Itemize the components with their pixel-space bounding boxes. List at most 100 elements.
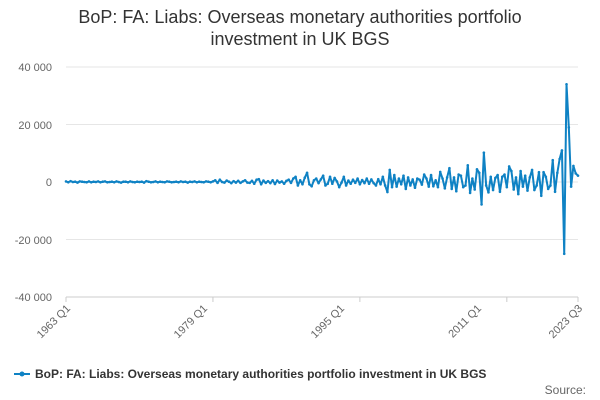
data-point[interactable] (250, 179, 254, 183)
data-point[interactable] (425, 177, 428, 180)
data-point[interactable] (312, 178, 316, 182)
data-point[interactable] (565, 82, 568, 86)
data-point[interactable] (147, 180, 150, 184)
data-point[interactable] (546, 187, 550, 191)
data-point[interactable] (112, 180, 116, 184)
data-point[interactable] (319, 178, 323, 181)
data-point[interactable] (551, 158, 555, 162)
data-point[interactable] (227, 180, 231, 184)
data-point[interactable] (69, 179, 72, 183)
data-point[interactable] (266, 179, 270, 183)
data-point[interactable] (393, 173, 396, 177)
data-point[interactable] (262, 179, 265, 182)
data-point[interactable] (388, 168, 392, 172)
data-point[interactable] (399, 183, 403, 186)
data-point[interactable] (181, 180, 185, 184)
data-point[interactable] (202, 180, 206, 184)
data-point[interactable] (537, 170, 541, 174)
data-point[interactable] (234, 181, 238, 184)
data-point[interactable] (259, 183, 263, 186)
data-point[interactable] (542, 170, 545, 174)
data-point[interactable] (289, 181, 293, 185)
data-point[interactable] (296, 184, 300, 187)
data-point[interactable] (347, 179, 350, 182)
data-point[interactable] (273, 182, 277, 186)
data-point[interactable] (386, 190, 389, 194)
data-point[interactable] (404, 187, 408, 191)
data-point[interactable] (406, 176, 410, 179)
data-point[interactable] (94, 180, 98, 184)
data-point[interactable] (539, 194, 543, 198)
data-point[interactable] (514, 176, 518, 179)
data-point[interactable] (317, 181, 320, 185)
data-point[interactable] (140, 180, 144, 184)
data-point[interactable] (491, 188, 495, 192)
data-point[interactable] (103, 180, 107, 183)
data-point[interactable] (248, 181, 251, 185)
data-point[interactable] (409, 184, 412, 187)
data-point[interactable] (324, 184, 327, 187)
data-point[interactable] (473, 188, 476, 191)
data-point[interactable] (517, 192, 520, 196)
data-point[interactable] (255, 178, 258, 181)
data-point[interactable] (533, 188, 536, 192)
data-point[interactable] (269, 181, 272, 185)
data-point[interactable] (505, 185, 509, 189)
data-point[interactable] (427, 185, 431, 188)
data-point[interactable] (549, 184, 552, 187)
data-point[interactable] (156, 180, 160, 184)
data-point[interactable] (106, 180, 109, 184)
data-point[interactable] (243, 178, 247, 182)
data-point[interactable] (246, 181, 249, 184)
data-point[interactable] (434, 178, 437, 182)
data-point[interactable] (383, 184, 387, 187)
data-point[interactable] (459, 174, 463, 177)
data-point[interactable] (124, 180, 127, 184)
data-point[interactable] (448, 166, 451, 170)
data-point[interactable] (455, 189, 458, 193)
data-point[interactable] (314, 177, 318, 180)
data-point[interactable] (521, 185, 525, 188)
data-point[interactable] (395, 185, 398, 188)
data-point[interactable] (422, 173, 426, 176)
data-point[interactable] (135, 180, 139, 184)
data-point[interactable] (96, 180, 100, 183)
data-point[interactable] (415, 177, 419, 180)
data-point[interactable] (342, 175, 346, 179)
data-point[interactable] (193, 180, 196, 183)
data-point[interactable] (179, 180, 183, 183)
data-point[interactable] (149, 180, 153, 184)
data-point[interactable] (163, 180, 167, 184)
data-point[interactable] (353, 181, 357, 185)
data-point[interactable] (498, 190, 502, 194)
data-point[interactable] (482, 151, 486, 154)
data-point[interactable] (285, 179, 288, 183)
data-point[interactable] (487, 191, 490, 194)
data-point[interactable] (282, 182, 286, 186)
data-point[interactable] (411, 178, 414, 181)
data-point[interactable] (370, 178, 373, 181)
data-point[interactable] (133, 180, 137, 184)
data-point[interactable] (142, 181, 146, 184)
data-point[interactable] (376, 177, 380, 181)
data-point[interactable] (331, 182, 334, 186)
data-point[interactable] (78, 180, 82, 183)
data-point[interactable] (413, 186, 417, 190)
data-point[interactable] (257, 177, 261, 181)
data-point[interactable] (420, 183, 424, 186)
data-point[interactable] (484, 184, 488, 187)
data-point[interactable] (321, 174, 325, 177)
data-point[interactable] (569, 185, 573, 188)
data-point[interactable] (108, 180, 111, 184)
data-point[interactable] (523, 174, 527, 177)
data-point[interactable] (544, 175, 548, 179)
data-point[interactable] (117, 180, 121, 184)
data-point[interactable] (443, 187, 447, 190)
data-point[interactable] (305, 171, 309, 175)
data-point[interactable] (530, 168, 534, 172)
data-point[interactable] (558, 157, 561, 161)
data-point[interactable] (225, 179, 229, 182)
data-point[interactable] (161, 180, 164, 184)
data-point[interactable] (510, 169, 513, 173)
data-point[interactable] (92, 180, 95, 184)
